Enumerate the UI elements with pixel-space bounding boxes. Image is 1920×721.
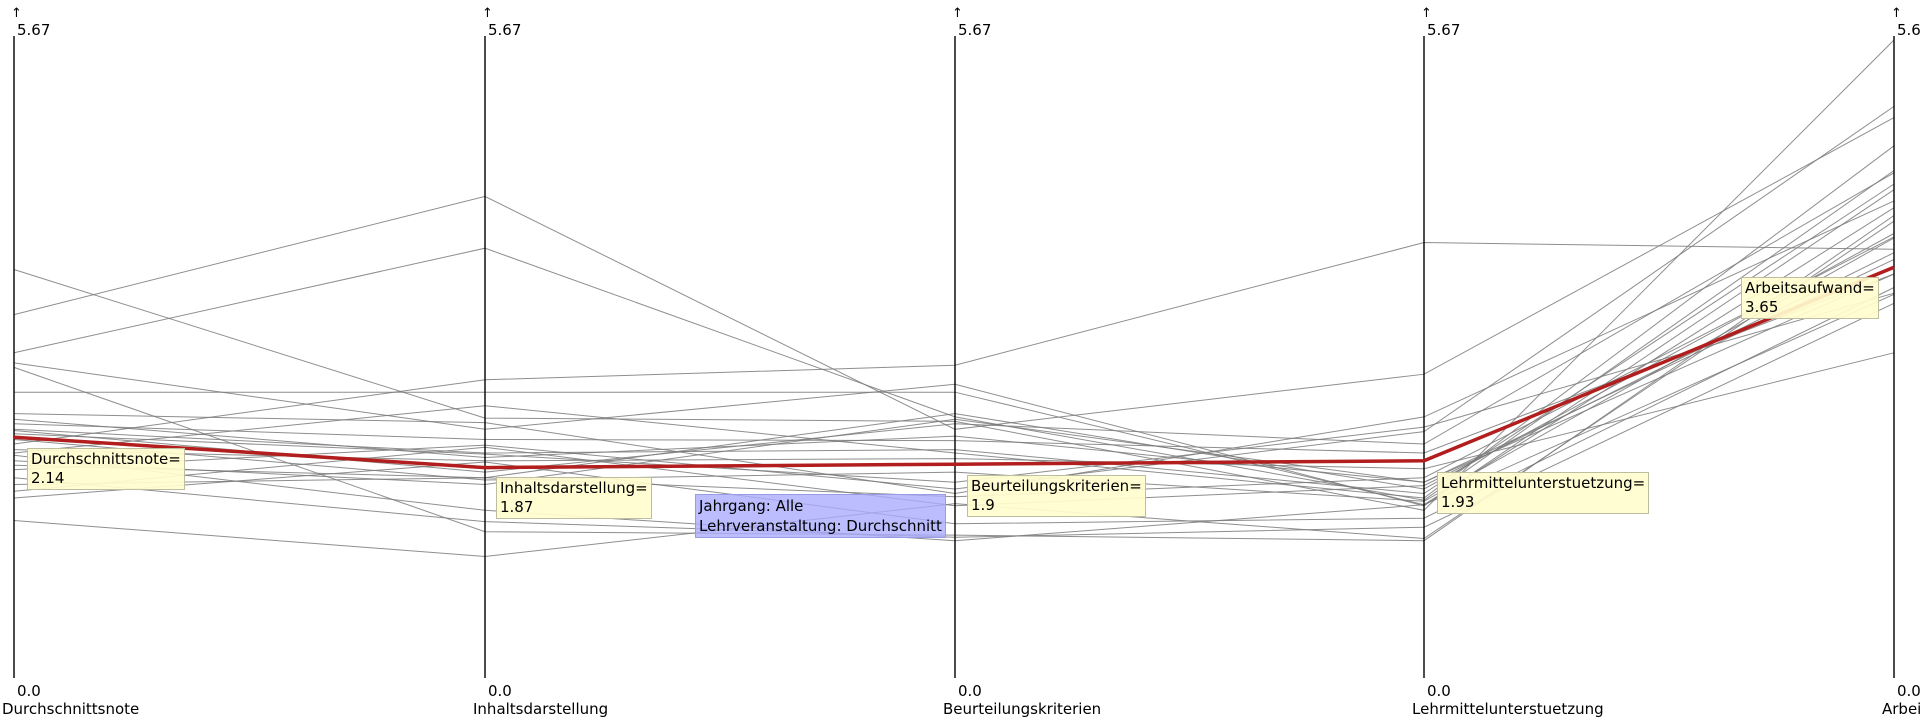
tooltip-arbeitsaufwand: Arbeitsaufwand= 3.65 <box>1741 277 1879 319</box>
axis-min-tick-0: 0.0 <box>17 682 41 700</box>
axis-max-arrow-2: ↑ <box>952 6 963 21</box>
axis-label-4: Arbeitsaufwand <box>1882 700 1920 718</box>
series-line-14 <box>13 105 1895 490</box>
axis-min-tick-1: 0.0 <box>488 682 512 700</box>
axes: ↑5.670.0Durchschnittsnote↑5.670.0Inhalts… <box>2 6 1920 718</box>
axis-max-tick-2: 5.67 <box>958 21 991 39</box>
tooltip-lehrmittelunterstuetzung-label: Lehrmittelunterstuetzung= <box>1441 474 1646 492</box>
tooltip-durchschnittsnote-label: Durchschnittsnote= <box>31 450 181 468</box>
axis-max-arrow-4: ↑ <box>1891 6 1902 21</box>
selection-lehrveranstaltung: Lehrveranstaltung: Durchschnitt <box>699 517 942 535</box>
selection-info-box: Jahrgang: Alle Lehrveranstaltung: Durchs… <box>695 494 946 538</box>
tooltip-lehrmittelunterstuetzung-value: 1.93 <box>1441 493 1475 511</box>
tooltip-lehrmittelunterstuetzung: Lehrmittelunterstuetzung= 1.93 <box>1437 472 1650 514</box>
tooltip-beurteilungskriterien: Beurteilungskriterien= 1.9 <box>967 475 1146 517</box>
axis-max-tick-4: 5.67 <box>1897 21 1920 39</box>
axis-max-tick-3: 5.67 <box>1427 21 1460 39</box>
axis-min-tick-2: 0.0 <box>958 682 982 700</box>
axis-label-3: Lehrmittelunterstuetzung <box>1412 700 1604 718</box>
tooltip-arbeitsaufwand-label: Arbeitsaufwand= <box>1745 279 1875 297</box>
axis-min-tick-3: 0.0 <box>1427 682 1451 700</box>
series-line-6 <box>13 258 1895 483</box>
axis-label-1: Inhaltsdarstellung <box>473 700 608 718</box>
axis-label-2: Beurteilungskriterien <box>943 700 1101 718</box>
axis-max-arrow-1: ↑ <box>482 6 493 21</box>
highlight-line <box>13 265 1895 470</box>
series-line-0 <box>13 39 1895 511</box>
tooltip-arbeitsaufwand-value: 3.65 <box>1745 298 1779 316</box>
axis-max-tick-0: 5.67 <box>17 21 50 39</box>
series-line-8 <box>13 183 1895 495</box>
axis-max-tick-1: 5.67 <box>488 21 521 39</box>
tooltip-inhaltsdarstellung: Inhaltsdarstellung= 1.87 <box>496 477 652 519</box>
tooltip-durchschnittsnote-value: 2.14 <box>31 469 65 487</box>
tooltip-inhaltsdarstellung-label: Inhaltsdarstellung= <box>500 479 648 497</box>
series-line-16 <box>13 236 1895 498</box>
selection-jahrgang: Jahrgang: Alle <box>699 497 804 515</box>
axis-label-0: Durchschnittsnote <box>2 700 139 718</box>
axis-min-tick-4: 0.0 <box>1897 682 1920 700</box>
tooltip-inhaltsdarstellung-value: 1.87 <box>500 498 534 516</box>
tooltip-beurteilungskriterien-label: Beurteilungskriterien= <box>971 477 1142 495</box>
tooltip-beurteilungskriterien-value: 1.9 <box>971 496 995 514</box>
axis-max-arrow-3: ↑ <box>1421 6 1432 21</box>
axis-max-arrow-0: ↑ <box>11 6 22 21</box>
tooltip-durchschnittsnote: Durchschnittsnote= 2.14 <box>27 448 185 490</box>
